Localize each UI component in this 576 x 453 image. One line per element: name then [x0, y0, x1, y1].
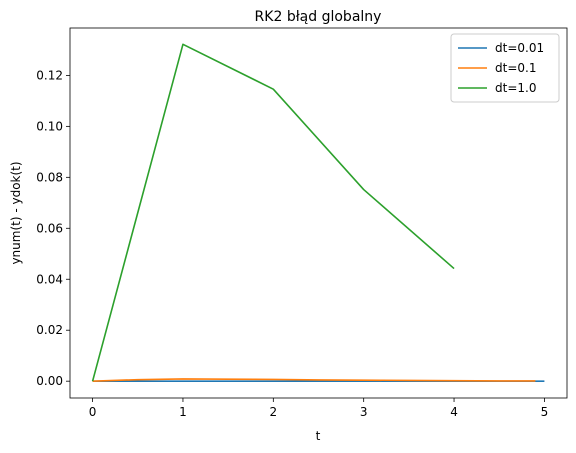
legend-entry-label: dt=0.01 — [495, 41, 544, 55]
y-tick-label: 0.12 — [36, 68, 63, 82]
legend-entry-label: dt=1.0 — [495, 81, 536, 95]
series-lines — [91, 43, 545, 382]
y-tick-label: 0.06 — [36, 221, 63, 235]
x-tick-label: 5 — [541, 405, 549, 419]
x-tick-label: 0 — [89, 405, 97, 419]
x-tick-label: 1 — [179, 405, 187, 419]
x-tick-label: 2 — [269, 405, 277, 419]
series-line-3 — [91, 43, 455, 382]
x-axis: 0 1 2 3 4 5 — [89, 398, 548, 419]
y-axis: 0.00 0.02 0.04 0.06 0.08 0.10 0.12 — [36, 68, 70, 388]
legend-entry-label: dt=0.1 — [495, 61, 536, 75]
series-line-2 — [92, 378, 536, 382]
plot-frame — [69, 27, 568, 399]
y-tick-label: 0.10 — [36, 119, 63, 133]
y-tick-label: 0.02 — [36, 323, 63, 337]
x-axis-label: t — [316, 429, 321, 443]
legend: dt=0.01 dt=0.1 dt=1.0 — [450, 33, 560, 103]
y-tick-label: 0.08 — [36, 170, 63, 184]
chart-title: RK2 błąd globalny — [255, 9, 382, 25]
plot-area: 0 1 2 3 4 5 0.00 0.02 0.04 0.06 0.08 0.10 0.12 — [36, 27, 568, 419]
x-tick-label: 3 — [360, 405, 368, 419]
y-tick-label: 0.00 — [36, 374, 63, 388]
y-tick-label: 0.04 — [36, 272, 63, 286]
y-axis-label: ynum(t) - ydok(t) — [9, 161, 23, 264]
x-tick-label: 4 — [450, 405, 458, 419]
legend-box — [450, 33, 560, 103]
